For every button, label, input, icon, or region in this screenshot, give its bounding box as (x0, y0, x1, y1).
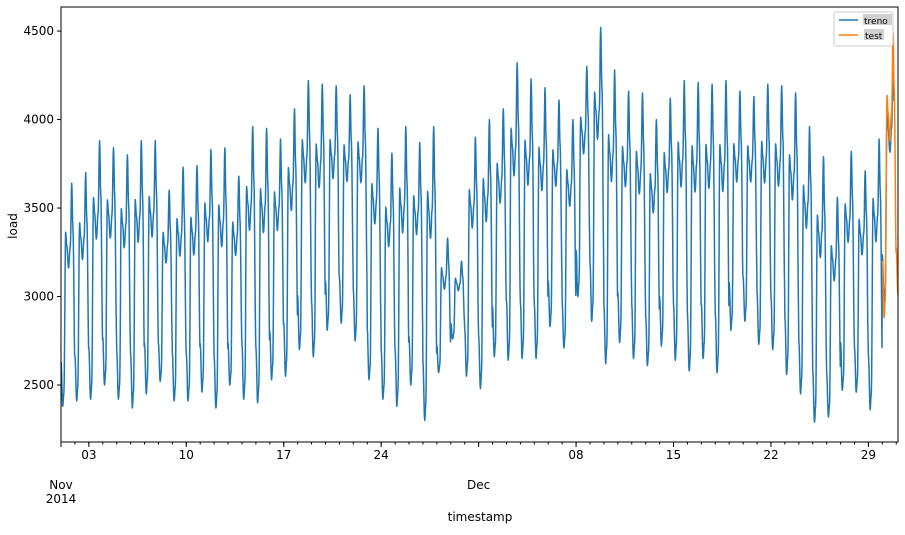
x-tick-label: 22 (763, 448, 778, 462)
x-axis-label: timestamp (448, 510, 513, 524)
series-line-test (881, 32, 899, 319)
legend-label-train: treno (864, 17, 888, 27)
x-tick-label: 03 (81, 448, 96, 462)
x-tick-label: Nov (49, 478, 72, 492)
legend: treno test (833, 11, 894, 47)
plot-lines (60, 26, 899, 423)
x-tick-label: 10 (179, 448, 194, 462)
x-tick-label: 17 (276, 448, 291, 462)
x-tick-label: 24 (374, 448, 389, 462)
y-tick-label: 3500 (23, 201, 54, 215)
x-tick-label: 29 (861, 448, 876, 462)
y-axis-label: load (6, 213, 20, 239)
y-tick-label: 2500 (23, 378, 54, 392)
y-tick-label: 4500 (23, 24, 54, 38)
plot-frame (60, 6, 899, 443)
x-tick-label: Dec (467, 478, 490, 492)
x-tick-label: 15 (666, 448, 681, 462)
legend-label-test: test (865, 32, 883, 42)
x-tick-label: 08 (568, 448, 583, 462)
y-axis: 2500 3000 3500 4000 4500 (23, 24, 61, 392)
y-tick-label: 4000 (23, 113, 54, 127)
series-line-train (60, 26, 895, 423)
y-tick-label: 3000 (23, 290, 54, 304)
x-tick-sublabel: 2014 (46, 492, 77, 506)
